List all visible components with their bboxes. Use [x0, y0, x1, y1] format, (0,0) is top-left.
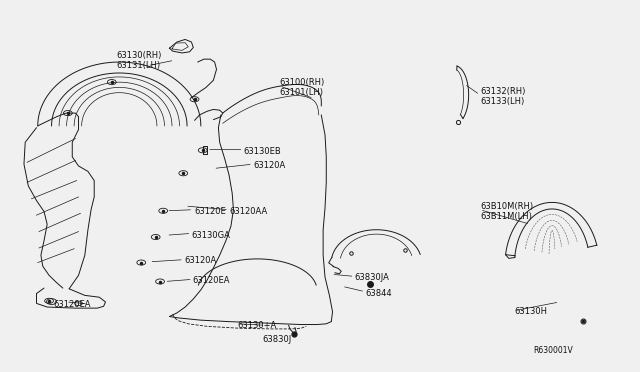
Text: 63120A: 63120A: [253, 161, 285, 170]
Text: 63844: 63844: [365, 289, 392, 298]
Text: 63130H: 63130H: [515, 307, 547, 316]
Text: 63120E: 63120E: [195, 207, 227, 216]
Text: 63120A: 63120A: [184, 256, 216, 265]
Text: 63100(RH)
63101(LH): 63100(RH) 63101(LH): [279, 78, 324, 97]
Text: R630001V: R630001V: [533, 346, 573, 355]
Text: 63130+A: 63130+A: [237, 321, 276, 330]
Text: 63120EA: 63120EA: [193, 276, 230, 285]
Text: 63130(RH)
63131(LH): 63130(RH) 63131(LH): [116, 51, 161, 70]
Text: 63830J: 63830J: [262, 335, 292, 344]
Text: 63120AA: 63120AA: [229, 207, 268, 216]
Text: 63130GA: 63130GA: [191, 231, 230, 240]
Text: 63132(RH)
63133(LH): 63132(RH) 63133(LH): [480, 87, 525, 106]
Text: 63830JA: 63830JA: [355, 273, 389, 282]
Text: 63130EB: 63130EB: [243, 147, 281, 156]
Text: 63B10M(RH)
63B11M(LH): 63B10M(RH) 63B11M(LH): [480, 202, 533, 221]
Text: 63120EA: 63120EA: [54, 300, 91, 309]
